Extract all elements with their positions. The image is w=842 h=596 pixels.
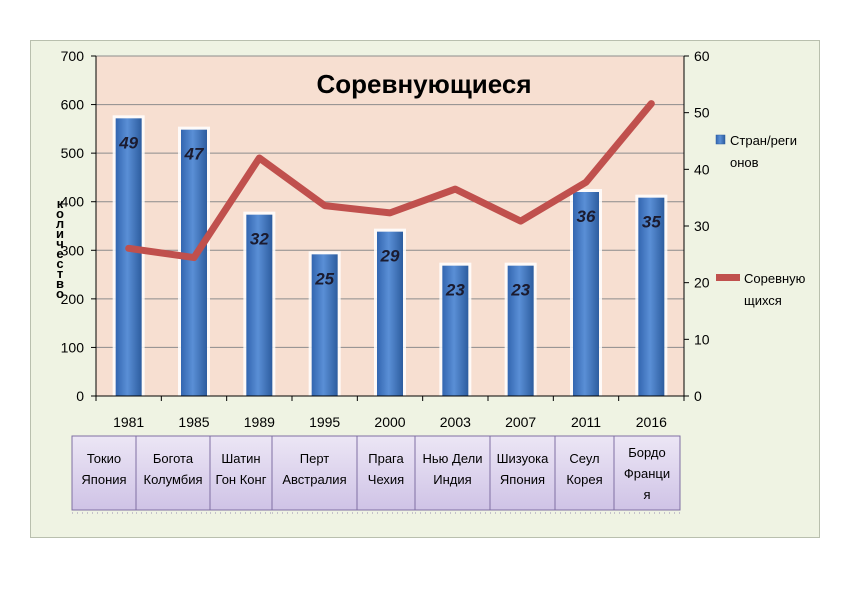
bar-value-label: 32: [250, 230, 269, 249]
y-axis-label-char: т: [57, 266, 63, 281]
legend-bar-label: онов: [730, 155, 759, 170]
legend-bar-swatch: [715, 134, 726, 145]
x-tick-label: 1981: [113, 414, 144, 430]
bar-value-label: 23: [445, 281, 465, 300]
x-tick-label: 2011: [571, 414, 601, 430]
location-cell-text: Япония: [81, 472, 126, 487]
bar: [115, 118, 142, 396]
x-tick-label: 1995: [309, 414, 340, 430]
bar: [246, 214, 273, 396]
y-axis-label-char: и: [56, 226, 64, 241]
location-cell-text: Шатин: [221, 451, 260, 466]
location-cell-text: Прага: [368, 451, 404, 466]
legend: Стран/реги онов Соревную щихся: [715, 133, 806, 308]
legend-line-swatch: [716, 274, 740, 281]
x-tick-label: 2007: [505, 414, 536, 430]
y-axis-label-char: л: [56, 216, 64, 231]
x-tick-label: 1985: [178, 414, 209, 430]
location-cell: [209, 435, 273, 511]
location-cell-text: Токио: [87, 451, 121, 466]
location-cell-text: Шизуока: [497, 451, 550, 466]
y-axis-label-char: в: [56, 276, 64, 291]
bar: [377, 231, 403, 396]
location-cell: [613, 435, 681, 511]
line-series: [125, 100, 655, 262]
bar: [507, 265, 534, 396]
bar: [181, 129, 207, 396]
location-cell-text: Колумбия: [144, 472, 203, 487]
location-cell: [71, 435, 137, 511]
y-left-tick-label: 100: [61, 339, 85, 355]
y-right-tick-label: 30: [694, 218, 710, 234]
location-cell-text: Гон Конг: [216, 472, 267, 487]
location-cell: [271, 435, 358, 511]
y-left-tick-label: 600: [61, 97, 85, 113]
chart-title: Соревнующиеся: [316, 69, 531, 99]
y-axis-label-char: о: [56, 286, 64, 301]
bar-value-label: 25: [314, 269, 334, 288]
x-tick-label: 2003: [440, 414, 471, 430]
y-right-tick-label: 10: [694, 331, 710, 347]
legend-line-label: Соревную: [744, 271, 806, 286]
bar-value-label: 23: [510, 281, 530, 300]
bar: [311, 254, 338, 396]
y-right-tick-label: 50: [694, 105, 710, 121]
bar-series: 49 47 32 25 29 23 23 36 35: [112, 115, 668, 397]
y-axis-label-char: с: [56, 256, 63, 271]
bar: [638, 197, 665, 396]
y-left-tick-label: 200: [61, 291, 85, 307]
bar: [442, 265, 469, 396]
legend-line-label: щихся: [744, 293, 782, 308]
location-cell-text: я: [643, 487, 650, 502]
location-cell: [135, 435, 211, 511]
y-right-tick-label: 60: [694, 48, 710, 64]
y-axis-label-char: е: [56, 246, 63, 261]
y-left-tick-label: 0: [76, 388, 84, 404]
location-table: Токио Япония Богота Колумбия Шатин Гон Конг Пе…: [71, 435, 681, 514]
y-axis-label-char: о: [56, 206, 64, 221]
x-tick-label: 2016: [636, 414, 667, 430]
bar-value-label: 49: [118, 133, 138, 152]
bar-value-label: 29: [380, 247, 400, 266]
location-cell-text: Чехия: [368, 472, 404, 487]
y-right-tick-label: 20: [694, 275, 710, 291]
y-right-tick-label: 40: [694, 161, 710, 177]
location-cell: [554, 435, 615, 511]
x-tick-label: 2000: [374, 414, 405, 430]
location-cell-text: Индия: [433, 472, 471, 487]
legend-bar-label: Стран/реги: [730, 133, 797, 148]
y-axis-label-char: ч: [56, 236, 64, 251]
location-cell-text: Австралия: [282, 472, 346, 487]
bar: [573, 192, 599, 396]
bar-value-label: 35: [642, 213, 661, 232]
location-cell-text: Бордо: [628, 445, 666, 460]
x-tick-label: 1989: [244, 414, 275, 430]
y-left-tick-label: 500: [61, 145, 85, 161]
y-axis-label-char: к: [57, 196, 64, 211]
bar-value-label: 47: [184, 145, 205, 164]
location-cell-text: Нью Дели: [423, 451, 483, 466]
location-cell-text: Богота: [153, 451, 194, 466]
y-right-tick-label: 0: [694, 388, 702, 404]
location-cell-text: Сеул: [569, 451, 599, 466]
y-left-tick-label: 700: [61, 48, 85, 64]
location-cell-text: Корея: [566, 472, 602, 487]
location-cell-text: Франци: [624, 466, 670, 481]
location-cell-text: Перт: [300, 451, 330, 466]
location-cell-text: Япония: [500, 472, 545, 487]
axes: 0 100 200 300 400 500 600 700 0 10 20 30 40 50 60 1981 1…: [61, 48, 710, 430]
bar-value-label: 36: [577, 207, 596, 226]
y-left-tick-label: 300: [61, 242, 85, 258]
y-left-tick-label: 400: [61, 194, 85, 210]
